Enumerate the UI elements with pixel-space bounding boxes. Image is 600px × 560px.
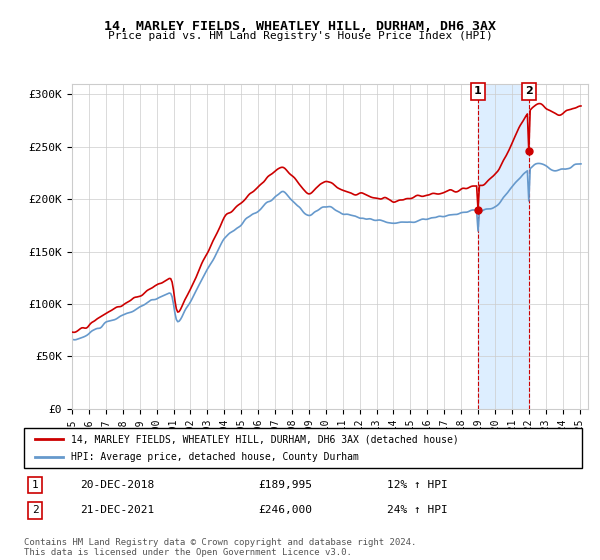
Text: 1: 1: [32, 480, 38, 490]
FancyBboxPatch shape: [24, 428, 582, 468]
Text: 21-DEC-2021: 21-DEC-2021: [80, 505, 154, 515]
Text: 2: 2: [32, 505, 38, 515]
Bar: [478, 84, 529, 409]
Text: 12% ↑ HPI: 12% ↑ HPI: [387, 480, 448, 490]
Text: Contains HM Land Registry data © Crown copyright and database right 2024.
This d: Contains HM Land Registry data © Crown c…: [24, 538, 416, 557]
Text: 2: 2: [525, 86, 533, 96]
Text: 1: 1: [474, 86, 482, 96]
Text: Price paid vs. HM Land Registry's House Price Index (HPI): Price paid vs. HM Land Registry's House …: [107, 31, 493, 41]
Text: 24% ↑ HPI: 24% ↑ HPI: [387, 505, 448, 515]
Text: 14, MARLEY FIELDS, WHEATLEY HILL, DURHAM, DH6 3AX: 14, MARLEY FIELDS, WHEATLEY HILL, DURHAM…: [104, 20, 496, 32]
Text: £189,995: £189,995: [259, 480, 313, 490]
Text: 14, MARLEY FIELDS, WHEATLEY HILL, DURHAM, DH6 3AX (detached house): 14, MARLEY FIELDS, WHEATLEY HILL, DURHAM…: [71, 435, 459, 445]
Text: £246,000: £246,000: [259, 505, 313, 515]
Text: 20-DEC-2018: 20-DEC-2018: [80, 480, 154, 490]
Text: HPI: Average price, detached house, County Durham: HPI: Average price, detached house, Coun…: [71, 451, 359, 461]
